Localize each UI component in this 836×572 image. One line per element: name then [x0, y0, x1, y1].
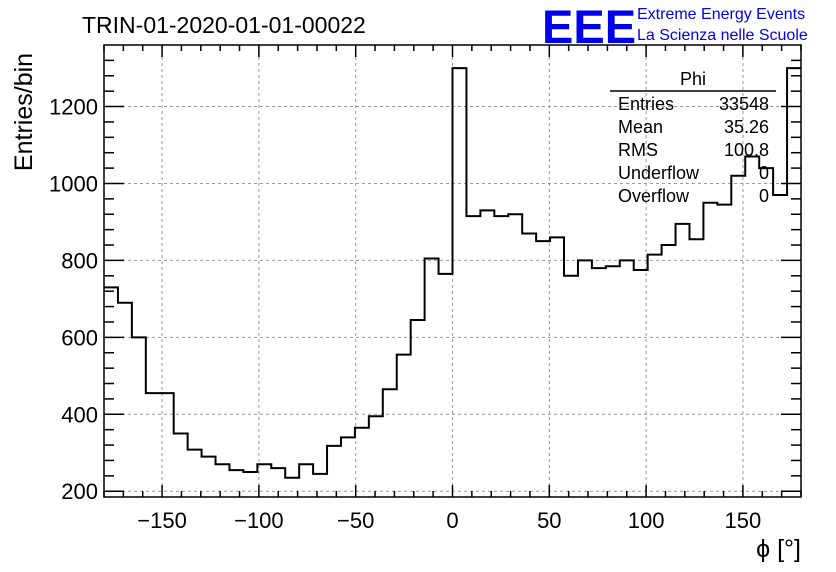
logo-line-2: La Scienza nelle Scuole [637, 27, 808, 44]
y-tick-label: 200 [61, 479, 98, 504]
y-tick-label: 800 [61, 248, 98, 273]
x-tick-label: 150 [725, 508, 762, 533]
x-axis-label: ϕ [°] [756, 535, 801, 563]
x-tick-label: 100 [628, 508, 665, 533]
stats-rows: Entries 33548 Mean 35.26 RMS 100.8 Underflow 0 O… [618, 94, 769, 206]
axis-ticks [103, 45, 802, 497]
x-tick-label: 50 [537, 508, 561, 533]
chart-title: TRIN-01-2020-01-01-00022 [82, 12, 366, 38]
stats-row-label: Mean [618, 117, 663, 137]
stats-row-label: RMS [618, 140, 658, 160]
stats-row-value: 100.8 [724, 140, 769, 160]
stats-row-label: Underflow [618, 163, 700, 183]
eee-logo-mark: EEE [542, 0, 636, 53]
stats-name: Phi [680, 69, 706, 89]
x-tick-label: −150 [137, 508, 187, 533]
x-tick-label: −100 [234, 508, 284, 533]
y-tick-label: 600 [61, 325, 98, 350]
y-tick-label: 400 [61, 402, 98, 427]
y-axis-label: Entries/bin [10, 53, 38, 171]
stats-row-label: Overflow [618, 186, 690, 206]
x-tick-labels: −150 −100 −50 0 50 100 150 [137, 508, 761, 533]
stats-row-value: 33548 [719, 94, 769, 114]
stats-box: Phi Entries 33548 Mean 35.26 RMS 100.8 Underfl… [610, 69, 776, 206]
logo-line-1: Extreme Energy Events [637, 6, 805, 23]
stats-row-value: 0 [759, 163, 769, 183]
x-tick-label: 0 [446, 508, 458, 533]
stats-row-label: Entries [618, 94, 674, 114]
y-tick-label: 1000 [49, 171, 98, 196]
stats-row-value: 35.26 [724, 117, 769, 137]
histogram-outline [104, 67, 801, 479]
stats-row-value: 0 [759, 186, 769, 206]
x-tick-label: −50 [337, 508, 374, 533]
y-tick-labels: 200 400 600 800 1000 1200 [49, 95, 98, 505]
y-tick-label: 1200 [49, 95, 98, 120]
